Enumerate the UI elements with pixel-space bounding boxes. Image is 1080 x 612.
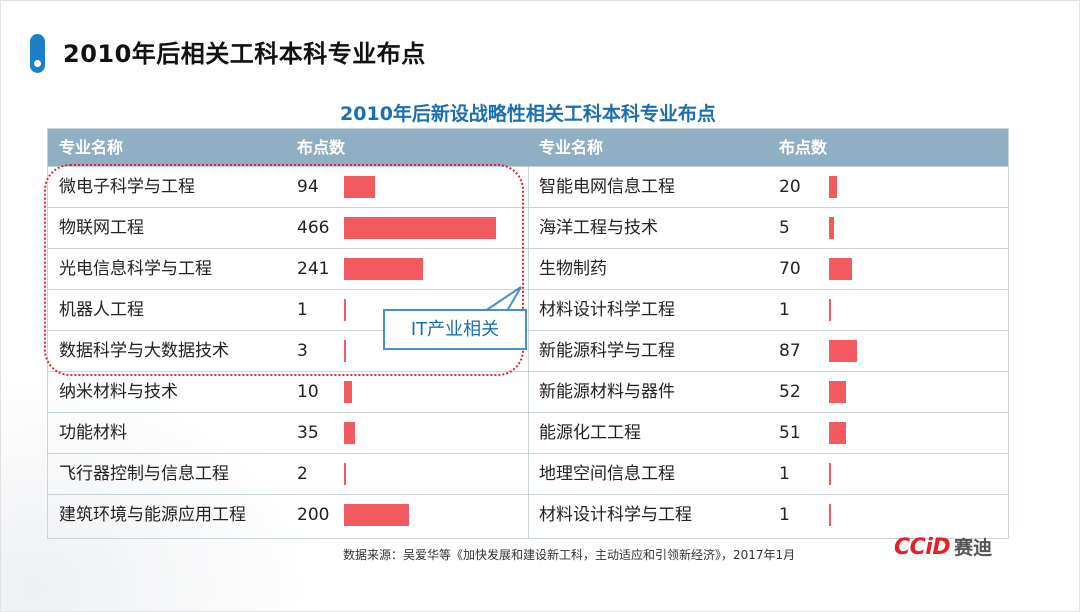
column-divider xyxy=(528,166,529,538)
count-bar-left xyxy=(344,463,346,485)
table-row: 建筑环境与能源应用工程 200 材料设计科学与工程 1 xyxy=(48,494,1008,535)
count-bar-right xyxy=(829,463,831,485)
it-highlight-outline xyxy=(44,164,524,376)
table-header: 专业名称 布点数 专业名称 布点数 xyxy=(48,129,1008,166)
count-bar-right xyxy=(829,217,834,239)
count-bar-left xyxy=(344,299,346,321)
major-name-left: 机器人工程 xyxy=(59,300,144,320)
count-value-left: 200 xyxy=(297,505,330,525)
major-name-right: 材料设计科学与工程 xyxy=(539,505,692,525)
table-row: 数据科学与大数据技术 3 新能源科学与工程 87 xyxy=(48,330,1008,371)
source-note: 数据来源：吴爱华等《加快发展和建设新工科，主动适应和引领新经济》，2017年1月 xyxy=(343,548,796,562)
ccid-logo: CCiD 赛迪 xyxy=(894,533,992,560)
count-value-left: 10 xyxy=(297,382,319,402)
count-value-left: 466 xyxy=(297,218,330,238)
major-name-left: 功能材料 xyxy=(59,423,127,443)
count-bar-left xyxy=(344,504,409,526)
major-name-left: 建筑环境与能源应用工程 xyxy=(59,505,246,525)
major-name-right: 海洋工程与技术 xyxy=(539,218,658,238)
count-bar-left xyxy=(344,217,496,239)
count-value-right: 87 xyxy=(779,341,801,361)
major-name-right: 地理空间信息工程 xyxy=(539,464,675,484)
table-row: 光电信息科学与工程 241 生物制药 70 xyxy=(48,248,1008,289)
major-name-left: 数据科学与大数据技术 xyxy=(59,341,229,361)
major-name-left: 光电信息科学与工程 xyxy=(59,259,212,279)
background-decoration xyxy=(1,361,331,612)
count-value-right: 70 xyxy=(779,259,801,279)
count-value-left: 241 xyxy=(297,259,330,279)
table-row: 微电子科学与工程 94 智能电网信息工程 20 xyxy=(48,166,1008,207)
count-value-right: 1 xyxy=(779,505,790,525)
major-name-right: 材料设计科学工程 xyxy=(539,300,675,320)
data-table: 专业名称 布点数 专业名称 布点数 微电子科学与工程 94 智能电网信息工程 20 物联… xyxy=(47,128,1009,539)
logo-text: 赛迪 xyxy=(954,537,993,559)
header-count-right: 布点数 xyxy=(779,138,828,157)
count-bar-left xyxy=(344,176,375,198)
count-value-right: 52 xyxy=(779,382,801,402)
header-count-left: 布点数 xyxy=(297,138,346,157)
major-name-left: 纳米材料与技术 xyxy=(59,382,178,402)
table-row: 物联网工程 466 海洋工程与技术 5 xyxy=(48,207,1008,248)
count-bar-left xyxy=(344,381,352,403)
count-value-right: 20 xyxy=(779,177,801,197)
table-row: 功能材料 35 能源化工工程 51 xyxy=(48,412,1008,453)
header-name-right: 专业名称 xyxy=(539,138,604,157)
count-bar-right xyxy=(829,504,831,526)
count-bar-right xyxy=(829,422,846,444)
count-bar-right xyxy=(829,258,852,280)
count-bar-right xyxy=(829,299,831,321)
count-value-right: 1 xyxy=(779,464,790,484)
major-name-right: 能源化工工程 xyxy=(539,423,641,443)
header-name-left: 专业名称 xyxy=(59,138,124,157)
count-value-left: 94 xyxy=(297,177,319,197)
count-value-right: 51 xyxy=(779,423,801,443)
major-name-right: 生物制药 xyxy=(539,259,607,279)
table-title: 2010年后新设战略性相关工科本科专业布点 xyxy=(340,103,716,125)
it-callout: IT产业相关 xyxy=(383,309,527,350)
major-name-left: 飞行器控制与信息工程 xyxy=(59,464,229,484)
count-value-left: 3 xyxy=(297,341,308,361)
major-name-right: 智能电网信息工程 xyxy=(539,177,675,197)
title-marker-icon xyxy=(30,34,45,73)
count-bar-left xyxy=(344,340,346,362)
page-title: 2010年后相关工科本科专业布点 xyxy=(63,40,426,68)
count-bar-right xyxy=(829,381,846,403)
major-name-left: 物联网工程 xyxy=(59,218,144,238)
count-bar-right xyxy=(829,340,857,362)
table-row: 纳米材料与技术 10 新能源材料与器件 52 xyxy=(48,371,1008,412)
count-value-right: 1 xyxy=(779,300,790,320)
count-bar-left xyxy=(344,422,355,444)
count-value-left: 35 xyxy=(297,423,319,443)
count-value-right: 5 xyxy=(779,218,790,238)
logo-mark: CCiD xyxy=(894,535,951,560)
table-row: 飞行器控制与信息工程 2 地理空间信息工程 1 xyxy=(48,453,1008,494)
table-row: 机器人工程 1 材料设计科学工程 1 xyxy=(48,289,1008,330)
major-name-left: 微电子科学与工程 xyxy=(59,177,195,197)
count-value-left: 2 xyxy=(297,464,308,484)
major-name-right: 新能源科学与工程 xyxy=(539,341,675,361)
major-name-right: 新能源材料与器件 xyxy=(539,382,675,402)
count-bar-left xyxy=(344,258,423,280)
count-value-left: 1 xyxy=(297,300,308,320)
count-bar-right xyxy=(829,176,837,198)
callout-label: IT产业相关 xyxy=(410,319,500,340)
